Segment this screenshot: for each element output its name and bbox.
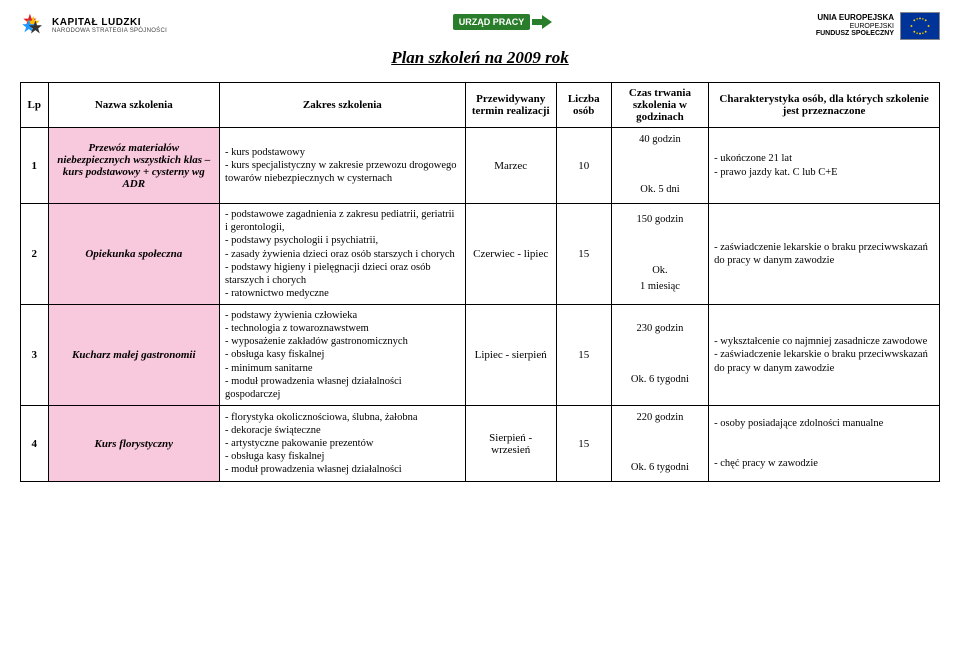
cell-term: Marzec: [465, 128, 556, 204]
table-row: 3 Kucharz małej gastronomii - podstawy ż…: [21, 305, 940, 406]
up-badge-wrap: URZĄD PRACY: [453, 12, 531, 30]
header-bar: KAPITAŁ LUDZKI NARODOWA STRATEGIA SPÓJNO…: [20, 12, 940, 40]
cell-dur: 230 godzinOk. 6 tygodni: [611, 305, 708, 406]
urzad-pracy-badge: URZĄD PRACY: [453, 14, 531, 30]
cell-term: Sierpień - wrzesień: [465, 405, 556, 481]
col-scope: Zakres szkolenia: [220, 83, 466, 128]
col-num: Liczba osób: [556, 83, 611, 128]
eu-flag-icon: [900, 12, 940, 40]
cell-num: 10: [556, 128, 611, 204]
col-char: Charakterystyka osób, dla których szkole…: [709, 83, 940, 128]
cell-num: 15: [556, 305, 611, 406]
cell-char: - zaświadczenie lekarskie o braku przeci…: [709, 204, 940, 305]
col-lp: Lp: [21, 83, 49, 128]
cell-lp: 3: [21, 305, 49, 406]
cell-char: - wykształcenie co najmniej zasadnicze z…: [709, 305, 940, 406]
cell-term: Czerwiec - lipiec: [465, 204, 556, 305]
kl-title: KAPITAŁ LUDZKI: [52, 18, 167, 28]
arrow-right-icon: [532, 15, 552, 29]
cell-lp: 2: [21, 204, 49, 305]
table-row: 2 Opiekunka społeczna - podstawowe zagad…: [21, 204, 940, 305]
col-name: Nazwa szkolenia: [48, 83, 220, 128]
cell-dur: 40 godzinOk. 5 dni: [611, 128, 708, 204]
training-plan-table: Lp Nazwa szkolenia Zakres szkolenia Prze…: [20, 82, 940, 482]
cell-char: - ukończone 21 lat- prawo jazdy kat. C l…: [709, 128, 940, 204]
table-header-row: Lp Nazwa szkolenia Zakres szkolenia Prze…: [21, 83, 940, 128]
page-title: Plan szkoleń na 2009 rok: [391, 48, 569, 67]
eu-line1: UNIA EUROPEJSKA: [816, 14, 894, 23]
col-term: Przewidywany termin realizacji: [465, 83, 556, 128]
kl-text: KAPITAŁ LUDZKI NARODOWA STRATEGIA SPÓJNO…: [52, 18, 167, 34]
logos-right: UNIA EUROPEJSKA EUROPEJSKI FUNDUSZ SPOŁE…: [816, 12, 940, 40]
eu-flag-stars-icon: [901, 13, 939, 39]
eu-line2: EUROPEJSKI: [816, 23, 894, 31]
cell-dur: 150 godzinOk.1 miesiąc: [611, 204, 708, 305]
cell-scope: - kurs podstawowy- kurs specjalistyczny …: [220, 128, 466, 204]
cell-char: - osoby posiadające zdolności manualne- …: [709, 405, 940, 481]
col-dur: Czas trwania szkolenia w godzinach: [611, 83, 708, 128]
logos-left: KAPITAŁ LUDZKI NARODOWA STRATEGIA SPÓJNO…: [20, 12, 167, 40]
eu-text: UNIA EUROPEJSKA EUROPEJSKI FUNDUSZ SPOŁE…: [816, 14, 894, 38]
cell-name: Kucharz małej gastronomii: [48, 305, 220, 406]
kl-subtitle: NARODOWA STRATEGIA SPÓJNOŚCI: [52, 28, 167, 34]
table-row: 1 Przewóz materiałów niebezpiecznych wsz…: [21, 128, 940, 204]
cell-name: Opiekunka społeczna: [48, 204, 220, 305]
cell-lp: 4: [21, 405, 49, 481]
cell-num: 15: [556, 204, 611, 305]
eu-line3: FUNDUSZ SPOŁECZNY: [816, 30, 894, 38]
cell-name: Kurs florystyczny: [48, 405, 220, 481]
cell-lp: 1: [21, 128, 49, 204]
kapital-ludzki-logo: KAPITAŁ LUDZKI NARODOWA STRATEGIA SPÓJNO…: [20, 12, 167, 40]
cell-scope: - podstawy żywienia człowieka- technolog…: [220, 305, 466, 406]
kl-star-icon: [20, 12, 48, 40]
table-row: 4 Kurs florystyczny - florystyka okolicz…: [21, 405, 940, 481]
cell-term: Lipiec - sierpień: [465, 305, 556, 406]
cell-scope: - florystyka okolicznościowa, ślubna, ża…: [220, 405, 466, 481]
cell-num: 15: [556, 405, 611, 481]
cell-name: Przewóz materiałów niebezpiecznych wszys…: [48, 128, 220, 204]
title-row: Plan szkoleń na 2009 rok: [20, 48, 940, 68]
cell-dur: 220 godzinOk. 6 tygodni: [611, 405, 708, 481]
cell-scope: - podstawowe zagadnienia z zakresu pedia…: [220, 204, 466, 305]
